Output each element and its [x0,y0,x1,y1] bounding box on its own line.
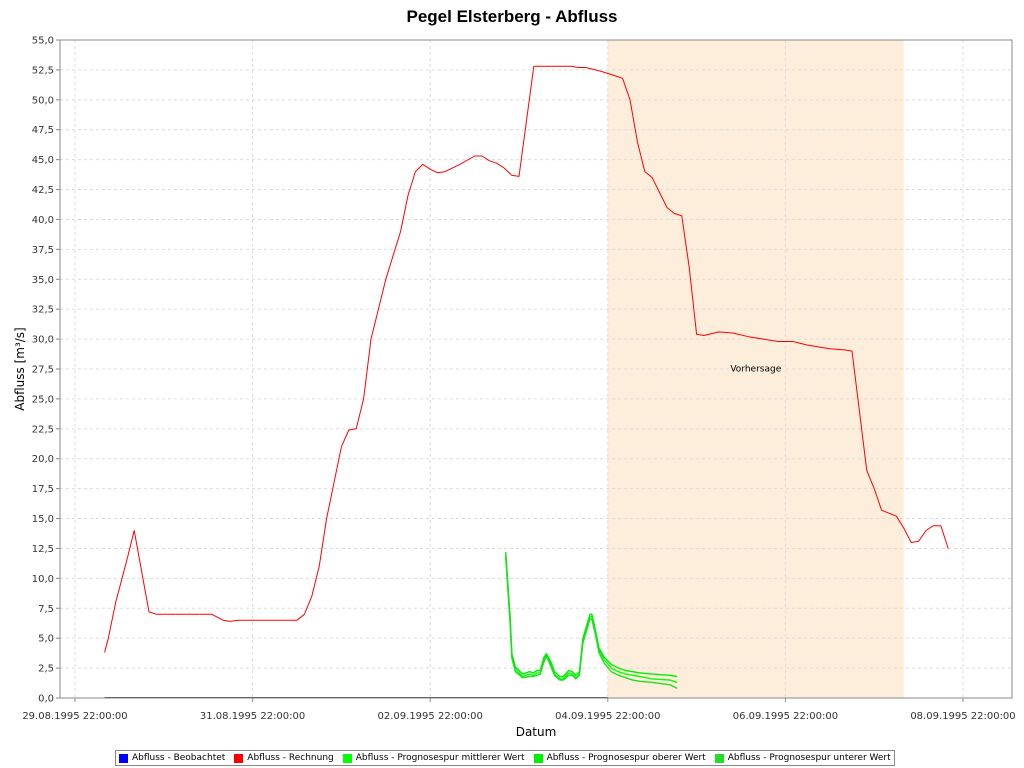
x-tick-label: 02.09.1995 22:00:00 [378,711,483,722]
y-axis-label: Abfluss [m³/s] [13,327,27,410]
y-tick-label: 27,5 [32,365,54,376]
legend: Abfluss - Beobachtet Abfluss - Rechnung Ab… [115,750,895,766]
y-tick-label: 20,0 [32,454,54,465]
legend-label: Abfluss - Prognosespur mittlerer Wert [355,753,525,763]
y-tick-label: 47,5 [32,125,54,136]
y-tick-label: 17,5 [32,484,54,495]
y-tick-label: 45,0 [32,155,54,166]
legend-swatch [342,753,352,763]
y-tick-label: 40,0 [32,215,54,226]
x-tick-label: 08.09.1995 22:00:00 [910,711,1015,722]
y-tick-label: 5,0 [38,634,54,645]
y-tick-label: 7,5 [38,604,54,615]
legend-swatch [234,753,244,763]
legend-label: Abfluss - Beobachtet [132,753,226,763]
x-tick-label: 06.09.1995 22:00:00 [733,711,838,722]
legend-item: Abfluss - Rechnung [234,753,334,763]
legend-item: Abfluss - Prognosespur mittlerer Wert [342,753,525,763]
legend-item: Abfluss - Prognosespur oberer Wert [533,753,706,763]
forecast-label: Vorhersage [730,364,781,374]
y-tick-label: 15,0 [32,514,54,525]
legend-label: Abfluss - Prognosespur unterer Wert [727,753,891,763]
y-tick-label: 55,0 [32,36,54,47]
legend-swatch [714,753,724,763]
legend-label: Abfluss - Prognosespur oberer Wert [546,753,706,763]
y-tick-label: 22,5 [32,424,54,435]
legend-swatch [119,753,128,763]
x-tick-label: 04.09.1995 22:00:00 [555,711,660,722]
y-tick-label: 35,0 [32,275,54,286]
plot-border [59,39,1013,699]
y-tick-label: 2,5 [38,664,54,675]
legend-label: Abfluss - Rechnung [247,753,334,763]
y-tick-label: 30,0 [32,335,54,346]
legend-item: Abfluss - Beobachtet [119,753,225,763]
x-tick-label: 31.08.1995 22:00:00 [200,711,305,722]
y-tick-label: 0,0 [38,694,54,705]
y-tick-label: 32,5 [32,305,54,316]
series-line [505,554,678,684]
series-line [104,65,949,653]
y-tick-label: 42,5 [32,185,54,196]
y-tick-label: 52,5 [32,65,54,76]
legend-item: Abfluss - Prognosespur unterer Wert [714,753,891,763]
y-tick-label: 12,5 [32,544,54,555]
series-line [505,556,678,690]
chart-title: Pegel Elsterberg - Abfluss [407,7,618,26]
y-tick-label: 10,0 [32,574,54,585]
legend-swatch [533,753,543,763]
y-tick-label: 25,0 [32,394,54,405]
y-tick-label: 50,0 [32,95,54,106]
plot-area [60,39,1012,699]
x-tick-label: 29.08.1995 22:00:00 [22,711,127,722]
x-axis-label: Datum [516,725,557,739]
series-line [505,551,678,678]
y-tick-label: 37,5 [32,245,54,256]
